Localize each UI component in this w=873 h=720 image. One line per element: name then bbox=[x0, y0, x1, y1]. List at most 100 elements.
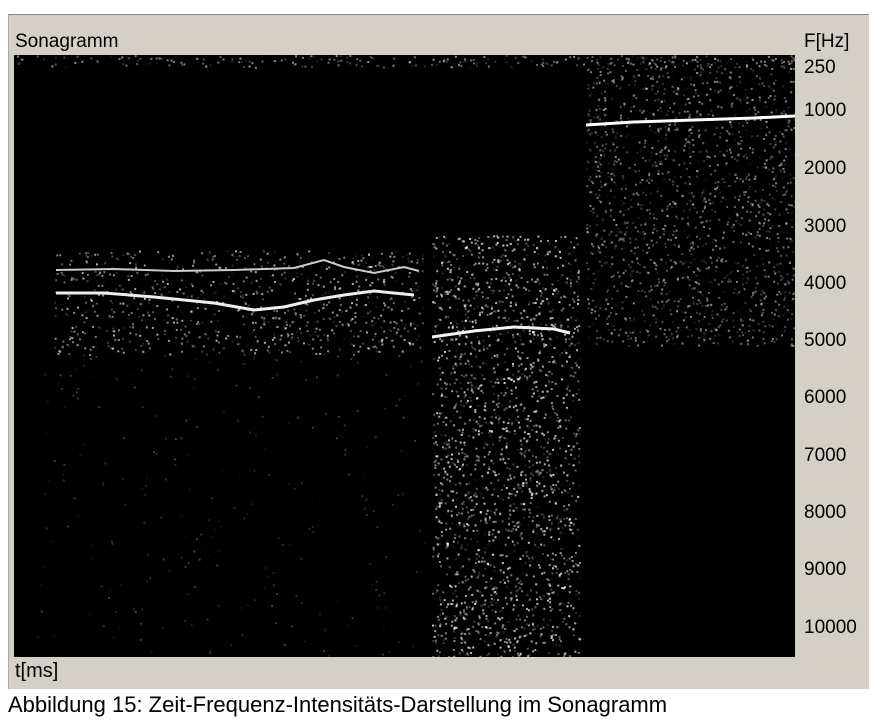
speckle bbox=[362, 343, 364, 345]
speckle bbox=[765, 272, 767, 274]
speckle bbox=[636, 271, 638, 273]
speckle bbox=[546, 451, 548, 453]
speckle bbox=[491, 308, 493, 310]
speckle bbox=[712, 317, 714, 319]
speckle bbox=[70, 375, 72, 377]
speckle bbox=[373, 510, 375, 512]
speckle bbox=[784, 291, 786, 293]
speckle bbox=[603, 339, 605, 341]
speckle bbox=[696, 312, 698, 314]
speckle bbox=[577, 299, 579, 301]
speckle bbox=[482, 249, 484, 251]
speckle bbox=[293, 278, 295, 280]
speckle bbox=[785, 191, 787, 193]
speckle bbox=[502, 520, 504, 522]
speckle bbox=[249, 432, 251, 434]
speckle bbox=[299, 328, 301, 330]
speckle bbox=[664, 230, 666, 232]
speckle bbox=[323, 334, 325, 336]
speckle bbox=[742, 278, 744, 280]
speckle bbox=[560, 518, 562, 520]
speckle bbox=[337, 374, 339, 376]
speckle bbox=[156, 305, 158, 307]
speckle bbox=[749, 270, 751, 272]
speckle bbox=[573, 610, 575, 612]
speckle bbox=[601, 93, 603, 95]
speckle bbox=[273, 584, 275, 586]
speckle bbox=[274, 281, 276, 283]
speckle bbox=[531, 451, 533, 453]
speckle bbox=[655, 265, 657, 267]
speckle bbox=[481, 292, 483, 294]
speckle bbox=[456, 466, 458, 468]
speckle bbox=[793, 274, 795, 276]
speckle bbox=[218, 605, 220, 607]
speckle bbox=[631, 261, 633, 263]
speckle bbox=[670, 259, 672, 261]
speckle bbox=[69, 345, 71, 347]
speckle bbox=[456, 391, 458, 393]
speckle bbox=[494, 591, 496, 593]
speckle bbox=[599, 158, 601, 160]
speckle bbox=[714, 279, 716, 281]
speckle bbox=[550, 471, 552, 473]
speckle bbox=[627, 338, 629, 340]
speckle bbox=[276, 593, 278, 595]
speckle bbox=[509, 475, 511, 477]
speckle bbox=[673, 103, 675, 105]
speckle bbox=[535, 381, 537, 383]
speckle bbox=[770, 242, 772, 244]
speckle bbox=[568, 419, 570, 421]
speckle bbox=[523, 330, 525, 332]
speckle bbox=[569, 356, 571, 358]
speckle bbox=[544, 274, 546, 276]
speckle bbox=[264, 587, 266, 589]
speckle bbox=[693, 85, 695, 87]
speckle bbox=[436, 287, 438, 289]
speckle bbox=[514, 430, 516, 432]
speckle bbox=[316, 333, 318, 335]
speckle bbox=[122, 254, 124, 256]
speckle bbox=[759, 156, 761, 158]
speckle bbox=[756, 265, 758, 267]
speckle bbox=[718, 257, 720, 259]
speckle bbox=[654, 162, 656, 164]
speckle bbox=[776, 109, 778, 111]
speckle bbox=[267, 350, 269, 352]
speckle bbox=[698, 320, 700, 322]
speckle bbox=[488, 534, 490, 536]
speckle bbox=[535, 606, 537, 608]
speckle bbox=[510, 265, 512, 267]
speckle bbox=[562, 483, 564, 485]
speckle bbox=[614, 181, 616, 183]
speckle bbox=[774, 314, 776, 316]
speckle bbox=[735, 262, 737, 264]
speckle bbox=[69, 295, 71, 297]
speckle bbox=[736, 97, 738, 99]
speckle bbox=[468, 435, 470, 437]
speckle bbox=[268, 321, 270, 323]
speckle bbox=[508, 518, 510, 520]
speckle bbox=[361, 260, 363, 262]
speckle bbox=[555, 634, 557, 636]
speckle bbox=[467, 578, 469, 580]
speckle bbox=[301, 482, 303, 484]
speckle bbox=[558, 317, 560, 319]
speckle bbox=[499, 436, 501, 438]
speckle bbox=[643, 237, 645, 239]
speckle bbox=[439, 599, 441, 601]
speckle bbox=[130, 374, 132, 376]
speckle bbox=[464, 633, 466, 635]
speckle bbox=[572, 394, 574, 396]
speckle bbox=[192, 285, 194, 287]
speckle bbox=[600, 248, 602, 250]
speckle bbox=[438, 499, 440, 501]
speckle bbox=[614, 160, 616, 162]
speckle bbox=[220, 526, 222, 528]
speckle bbox=[267, 265, 269, 267]
speckle bbox=[521, 583, 523, 585]
speckle bbox=[683, 77, 685, 79]
speckle bbox=[626, 125, 628, 127]
speckle bbox=[485, 520, 487, 522]
speckle bbox=[692, 163, 694, 165]
